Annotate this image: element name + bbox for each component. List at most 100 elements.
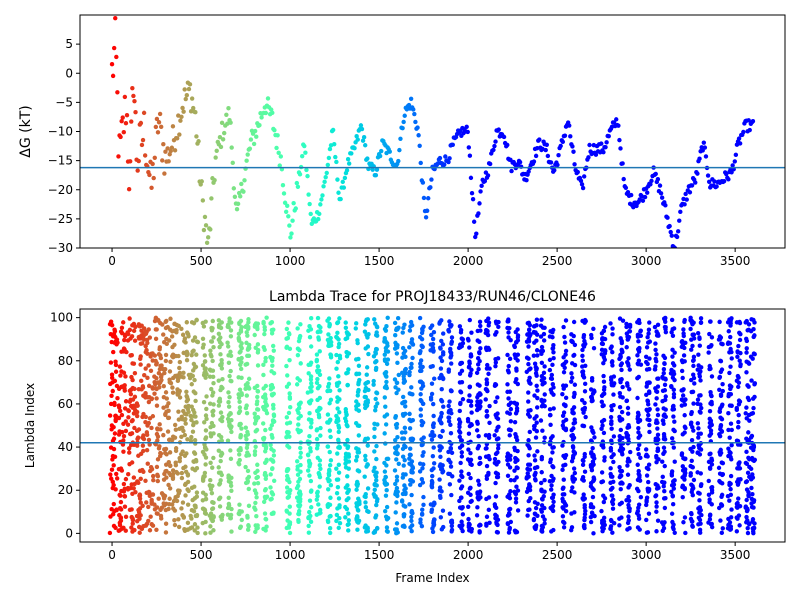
lambda-point xyxy=(512,400,517,406)
lambda-point xyxy=(626,356,631,361)
lambda-point xyxy=(570,410,576,416)
dg-point xyxy=(158,124,164,130)
lambda-point xyxy=(122,494,127,499)
lambda-point xyxy=(679,388,684,393)
lambda-point xyxy=(122,388,127,393)
lambda-point xyxy=(184,399,189,404)
lambda-point xyxy=(691,357,696,363)
lambda-point xyxy=(698,378,703,383)
lambda-point xyxy=(140,435,145,440)
lambda-point xyxy=(309,505,314,510)
lambda-point xyxy=(228,448,233,453)
lambda-point xyxy=(269,423,275,428)
lambda-point xyxy=(662,361,667,366)
lambda-point xyxy=(655,426,660,431)
dg-point xyxy=(214,148,219,153)
lambda-point xyxy=(735,349,740,354)
lambda-point xyxy=(752,352,757,357)
lambda-point xyxy=(227,394,232,400)
lambda-point xyxy=(337,316,342,321)
lambda-point xyxy=(646,462,652,467)
lambda-point xyxy=(590,391,596,396)
lambda-point xyxy=(328,352,334,358)
lambda-point xyxy=(495,517,501,522)
lambda-point xyxy=(525,513,530,518)
lambda-point xyxy=(744,461,750,467)
dg-point xyxy=(276,150,281,156)
lambda-point xyxy=(619,449,624,455)
lambda-point xyxy=(336,423,341,428)
lambda-point xyxy=(506,330,511,335)
lambda-point xyxy=(709,462,715,467)
lambda-point xyxy=(707,517,713,522)
dg-point xyxy=(155,130,161,135)
lambda-point xyxy=(204,371,209,377)
lambda-point xyxy=(696,426,701,431)
lambda-point xyxy=(132,394,138,400)
lambda-point xyxy=(697,374,703,379)
lambda-point xyxy=(157,385,162,390)
dg-point xyxy=(126,187,132,192)
lambda-point xyxy=(627,482,632,488)
lambda-point xyxy=(355,468,361,473)
dg-point xyxy=(599,141,604,146)
lambda-point xyxy=(681,353,687,358)
dg-point xyxy=(161,142,166,147)
lambda-point xyxy=(308,316,314,321)
dg-point xyxy=(153,124,159,130)
lambda-point xyxy=(354,504,359,509)
lambda-point xyxy=(484,496,489,502)
lambda-point xyxy=(477,406,482,411)
lambda-point xyxy=(550,381,556,387)
dg-point xyxy=(318,202,323,207)
lambda-point xyxy=(334,490,340,496)
lambda-point xyxy=(385,529,390,534)
dg-point xyxy=(147,172,152,178)
lambda-point xyxy=(295,472,301,477)
lambda-point xyxy=(244,403,249,408)
lambda-point xyxy=(689,511,694,517)
lambda-point xyxy=(192,438,198,443)
lambda-point xyxy=(624,434,629,439)
lambda-point xyxy=(637,418,643,423)
lambda-point xyxy=(437,493,443,499)
lambda-point xyxy=(185,406,191,412)
lambda-point xyxy=(327,525,333,531)
lambda-point xyxy=(128,391,134,397)
lambda-point xyxy=(505,389,510,395)
lambda-point xyxy=(200,320,205,326)
lambda-point xyxy=(662,434,667,439)
dg-point xyxy=(560,139,566,145)
y-tick-label: 60 xyxy=(58,397,73,411)
lambda-point xyxy=(561,453,566,459)
lambda-point xyxy=(635,462,640,467)
lambda-point xyxy=(486,345,491,351)
lambda-point xyxy=(246,503,252,509)
dg-point xyxy=(428,185,433,190)
lambda-point xyxy=(261,394,266,400)
lambda-point xyxy=(437,448,443,453)
lambda-point xyxy=(572,342,578,348)
lambda-point xyxy=(601,526,606,531)
x-tick-label: 2000 xyxy=(453,254,484,268)
lambda-point xyxy=(512,489,517,495)
lambda-point xyxy=(170,468,176,473)
dg-point xyxy=(552,168,557,173)
lambda-point xyxy=(154,511,160,516)
lambda-point xyxy=(372,449,377,454)
lambda-point xyxy=(168,380,174,386)
lambda-point xyxy=(244,393,250,398)
lambda-point xyxy=(354,487,359,492)
lambda-point xyxy=(698,471,703,476)
lambda-point xyxy=(447,399,452,404)
dg-point xyxy=(349,151,354,156)
lambda-point xyxy=(189,404,194,409)
lambda-point xyxy=(194,339,200,344)
lambda-point xyxy=(549,390,554,395)
lambda-point xyxy=(148,514,153,519)
lambda-point xyxy=(538,418,544,423)
lambda-point xyxy=(418,335,423,340)
lambda-point xyxy=(551,356,556,361)
lambda-point xyxy=(121,346,127,351)
